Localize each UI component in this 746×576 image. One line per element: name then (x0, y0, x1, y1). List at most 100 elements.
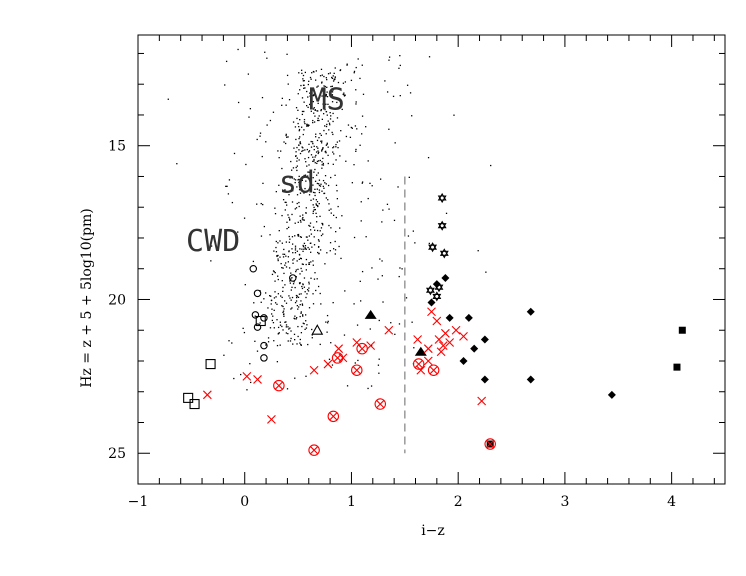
field-dot (296, 169, 298, 172)
field-dot (314, 93, 316, 95)
field-dot (285, 255, 287, 257)
field-dot (332, 112, 334, 115)
field-dot (272, 270, 275, 272)
field-dot (300, 221, 302, 223)
field-dot (301, 263, 304, 265)
field-dot (298, 72, 300, 74)
field-dot (285, 262, 287, 264)
field-dot (312, 70, 315, 73)
data-point (445, 338, 455, 347)
field-dot (271, 319, 274, 322)
field-dot (319, 185, 322, 187)
field-dot (323, 192, 325, 195)
annotation-label: CWD (186, 224, 240, 259)
field-dot (322, 164, 325, 166)
field-dot (281, 296, 283, 299)
field-dot (301, 218, 304, 220)
field-dot (335, 146, 337, 148)
field-dot (346, 63, 348, 65)
field-dot (298, 159, 300, 161)
field-dot (299, 89, 301, 91)
data-point (437, 220, 447, 231)
field-dot (336, 198, 339, 200)
field-dot (277, 293, 280, 295)
field-dot (316, 216, 318, 218)
field-dot (302, 246, 305, 248)
field-dot (307, 175, 309, 177)
data-point (432, 291, 442, 302)
field-dot (277, 333, 279, 335)
field-dot (313, 145, 315, 147)
field-dot (317, 119, 319, 122)
field-dot (295, 138, 297, 141)
field-dot (342, 93, 344, 96)
field-dot (269, 295, 271, 297)
field-dot (298, 144, 300, 146)
field-dot (295, 166, 297, 169)
field-dot (308, 281, 310, 283)
field-dot (283, 308, 285, 310)
field-dot (282, 311, 284, 314)
field-dot (296, 165, 299, 167)
field-dot (399, 64, 401, 67)
field-dot (331, 364, 334, 366)
field-dot (413, 347, 415, 349)
field-dot (312, 108, 315, 110)
field-dot (302, 216, 304, 219)
field-dot (297, 325, 299, 328)
field-dot (326, 91, 328, 93)
field-dot (320, 91, 323, 93)
field-dot (303, 242, 306, 245)
field-dot (312, 204, 314, 206)
field-dot (249, 363, 251, 365)
field-dot (321, 118, 324, 121)
field-dot (386, 91, 389, 93)
field-dot (279, 240, 281, 242)
field-dot (310, 199, 312, 201)
field-dot (314, 272, 316, 274)
field-dot (314, 162, 316, 164)
x-tick-label: 0 (240, 494, 249, 510)
field-dot (304, 71, 307, 74)
field-dot (294, 377, 296, 379)
field-dot (378, 319, 380, 322)
field-dot (321, 190, 323, 192)
field-dot (285, 321, 287, 323)
field-dot (325, 150, 327, 152)
field-dot (262, 203, 264, 206)
field-dot (293, 338, 296, 341)
field-dot (313, 278, 316, 280)
field-dot (288, 241, 291, 243)
field-dot (305, 212, 307, 214)
field-dot (266, 57, 268, 59)
field-dot (313, 236, 315, 238)
field-dot (397, 186, 399, 188)
field-dot (335, 184, 338, 187)
field-dot (312, 89, 315, 92)
data-point (526, 307, 535, 316)
field-dot (294, 286, 296, 289)
field-dot (318, 115, 320, 117)
field-dot (318, 119, 320, 122)
field-dot (350, 126, 352, 129)
field-dot (305, 207, 307, 209)
data-point (189, 398, 200, 410)
field-dot (399, 94, 401, 97)
field-dot (304, 248, 307, 250)
field-dot (260, 202, 262, 205)
field-dot (295, 270, 297, 273)
field-dot (290, 169, 293, 171)
field-dot (225, 185, 227, 188)
field-dot (328, 209, 330, 211)
field-dot (281, 167, 283, 170)
data-point (416, 365, 426, 375)
data-point (309, 365, 319, 375)
field-dot (308, 283, 310, 285)
field-dot (307, 343, 309, 346)
field-dot (409, 92, 412, 94)
field-dot (318, 253, 320, 255)
field-dot (370, 385, 373, 387)
field-dot (287, 136, 289, 138)
field-dot (293, 281, 295, 283)
field-dot (290, 289, 292, 291)
